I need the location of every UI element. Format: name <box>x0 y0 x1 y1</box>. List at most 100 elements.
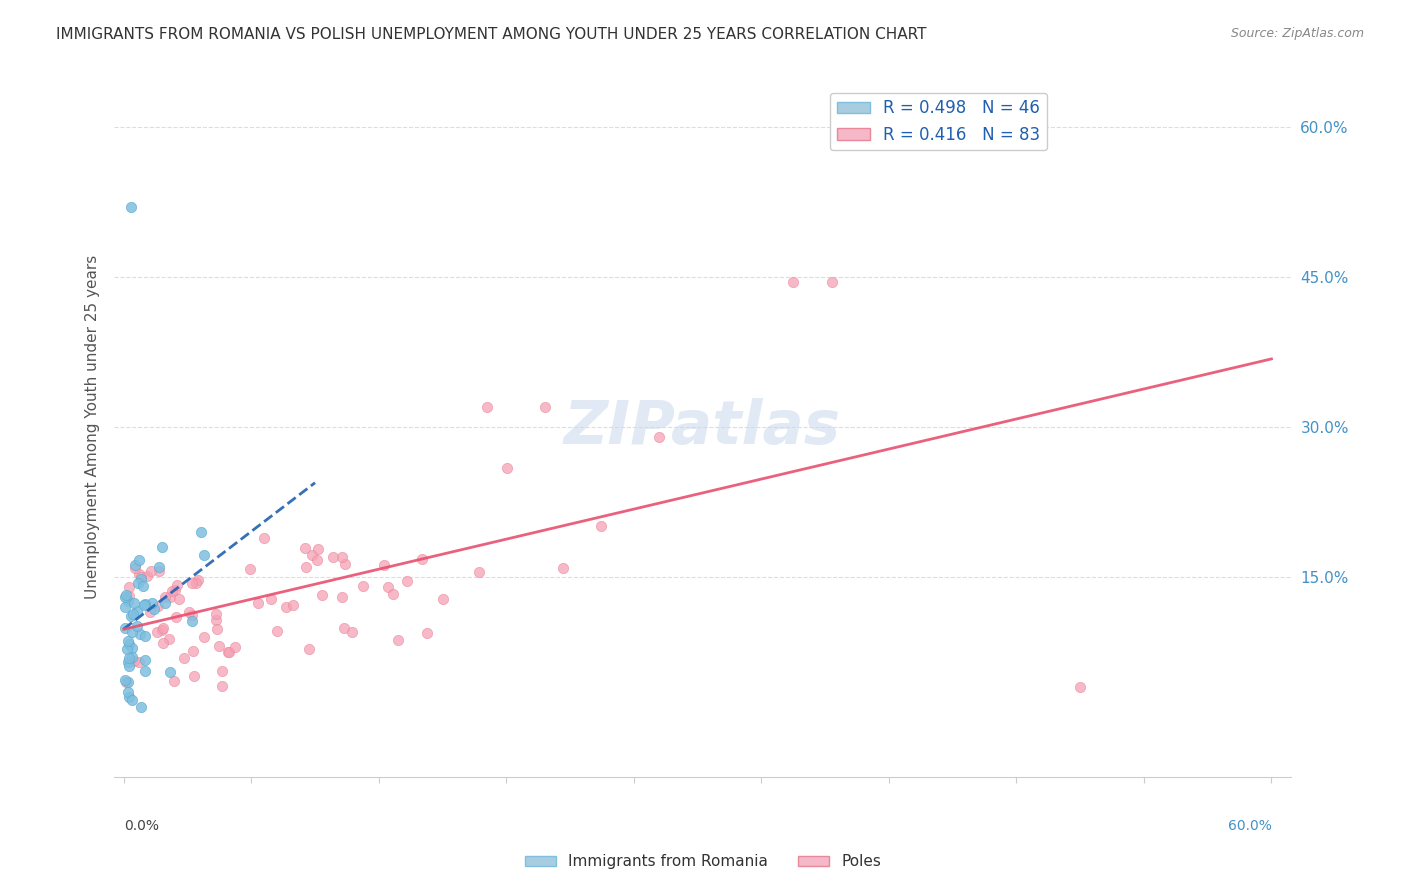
Point <box>193 548 215 562</box>
Point <box>141 564 163 578</box>
Point <box>205 613 228 627</box>
Point <box>114 599 136 614</box>
Point <box>648 430 671 444</box>
Point <box>432 591 454 606</box>
Point <box>118 589 141 603</box>
Point <box>138 605 160 619</box>
Point <box>496 460 519 475</box>
Point <box>181 576 204 591</box>
Point <box>124 653 146 667</box>
Point <box>157 632 180 647</box>
Point <box>322 550 344 565</box>
Point <box>121 640 143 655</box>
Point <box>141 596 163 610</box>
Point <box>159 665 181 680</box>
Point <box>183 668 205 682</box>
Point <box>152 621 174 635</box>
Point <box>125 604 148 618</box>
Point <box>217 645 239 659</box>
Point <box>211 664 233 678</box>
Point <box>330 590 353 604</box>
Point <box>283 598 305 612</box>
Point <box>121 693 143 707</box>
Point <box>160 584 183 599</box>
Point <box>187 573 209 587</box>
Point <box>143 602 166 616</box>
Legend: Immigrants from Romania, Poles: Immigrants from Romania, Poles <box>519 848 887 875</box>
Point <box>129 627 152 641</box>
Point <box>134 664 156 678</box>
Point <box>117 675 139 690</box>
Point <box>173 650 195 665</box>
Point <box>820 276 842 290</box>
Point <box>166 578 188 592</box>
Point <box>253 532 276 546</box>
Point <box>207 622 229 636</box>
Point <box>128 656 150 670</box>
Point <box>159 590 181 604</box>
Point <box>477 401 499 415</box>
Point <box>118 659 141 673</box>
Point <box>208 639 231 653</box>
Text: IMMIGRANTS FROM ROMANIA VS POLISH UNEMPLOYMENT AMONG YOUTH UNDER 25 YEARS CORREL: IMMIGRANTS FROM ROMANIA VS POLISH UNEMPL… <box>56 27 927 42</box>
Point <box>127 575 149 590</box>
Point <box>121 625 143 640</box>
Point <box>132 579 155 593</box>
Point <box>117 580 139 594</box>
Point <box>377 580 399 594</box>
Point <box>416 625 439 640</box>
Point <box>122 607 145 621</box>
Point <box>120 201 142 215</box>
Point <box>190 524 212 539</box>
Point <box>163 673 186 688</box>
Point <box>129 569 152 583</box>
Point <box>276 600 298 615</box>
Point <box>333 558 356 572</box>
Point <box>591 518 613 533</box>
Point <box>333 622 356 636</box>
Legend: R = 0.498   N = 46, R = 0.416   N = 83: R = 0.498 N = 46, R = 0.416 N = 83 <box>830 93 1047 151</box>
Point <box>181 614 204 628</box>
Point <box>115 588 138 602</box>
Point <box>218 645 240 659</box>
Point <box>129 700 152 714</box>
Point <box>134 598 156 612</box>
Point <box>1069 680 1091 694</box>
Point <box>118 650 141 665</box>
Point <box>260 591 283 606</box>
Point <box>114 673 136 687</box>
Point <box>114 674 136 689</box>
Point <box>239 562 262 576</box>
Point <box>468 565 491 579</box>
Point <box>352 579 374 593</box>
Point <box>395 574 418 588</box>
Point <box>181 607 204 622</box>
Point <box>134 653 156 667</box>
Point <box>152 636 174 650</box>
Point <box>184 575 207 590</box>
Point <box>150 541 173 555</box>
Point <box>134 597 156 611</box>
Point <box>148 559 170 574</box>
Point <box>311 588 333 602</box>
Point <box>204 607 226 622</box>
Text: 0.0%: 0.0% <box>124 819 159 833</box>
Point <box>211 679 233 693</box>
Point <box>224 640 246 654</box>
Point <box>136 568 159 582</box>
Point <box>122 596 145 610</box>
Point <box>782 276 804 290</box>
Point <box>165 609 187 624</box>
Point <box>114 621 136 635</box>
Point <box>330 549 353 564</box>
Point <box>115 642 138 657</box>
Point <box>118 690 141 705</box>
Y-axis label: Unemployment Among Youth under 25 years: Unemployment Among Youth under 25 years <box>86 255 100 599</box>
Point <box>381 587 404 601</box>
Point <box>155 590 177 604</box>
Point <box>193 630 215 644</box>
Point <box>148 564 170 578</box>
Point <box>163 582 186 597</box>
Point <box>121 649 143 664</box>
Point <box>247 596 270 610</box>
